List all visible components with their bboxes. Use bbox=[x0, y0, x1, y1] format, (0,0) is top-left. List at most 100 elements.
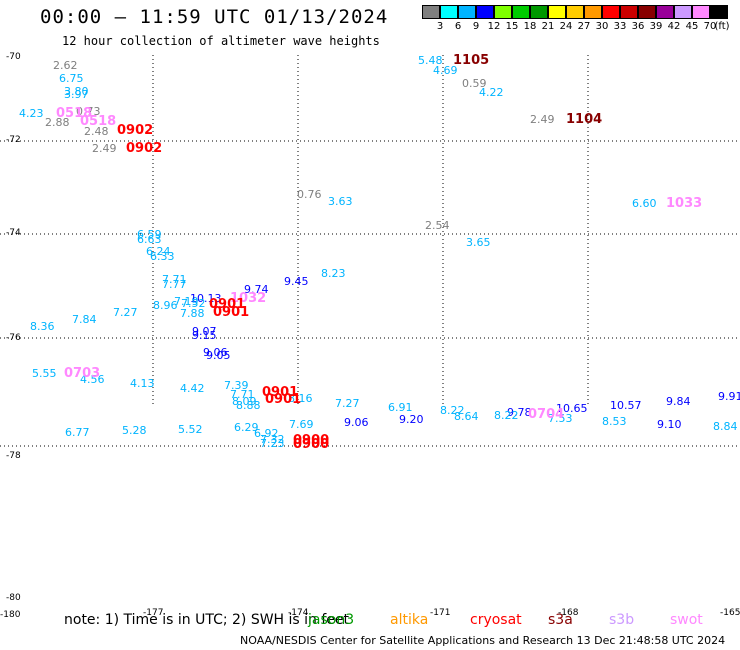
legend-label: 30 bbox=[595, 21, 609, 32]
satellite-pass-time-tag: 1104 bbox=[566, 112, 603, 127]
satellite-pass-time-tag: 0901 bbox=[265, 392, 302, 407]
legend-swatch bbox=[710, 5, 728, 19]
mission-label-cryosat: cryosat bbox=[470, 612, 522, 628]
wave-height-reading: 2.48 bbox=[84, 125, 109, 138]
latitude-label: -78 bbox=[6, 451, 21, 461]
legend-swatch bbox=[638, 5, 656, 19]
wave-height-reading: 9.06 bbox=[203, 346, 228, 359]
legend-swatch bbox=[548, 5, 566, 19]
wave-height-reading: 7.32 bbox=[260, 433, 285, 446]
satellite-pass-time-tag: 0900 bbox=[293, 433, 330, 448]
wave-height-reading: 9.20 bbox=[399, 413, 424, 426]
legend-label: 18 bbox=[523, 21, 537, 32]
legend-label: 42 bbox=[667, 21, 681, 32]
wave-height-reading: 7.77 bbox=[162, 278, 187, 291]
wave-height-reading: 6.75 bbox=[59, 72, 84, 85]
wave-height-reading: 9.10 bbox=[657, 418, 682, 431]
satellite-pass-time-tag: 1033 bbox=[666, 196, 703, 211]
legend-label: 39 bbox=[649, 21, 663, 32]
chart-title: 00:00 – 11:59 UTC 01/13/2024 bbox=[40, 6, 389, 28]
legend-swatch bbox=[674, 5, 692, 19]
wave-height-reading: 6.63 bbox=[137, 233, 162, 246]
longitude-label: -171 bbox=[430, 608, 451, 618]
legend-swatches bbox=[422, 5, 728, 19]
wave-height-reading: 2.62 bbox=[53, 59, 78, 72]
legend-label: 3 bbox=[436, 21, 444, 32]
wave-height-reading: 6.33 bbox=[150, 250, 175, 263]
wave-height-reading: 10.65 bbox=[556, 402, 588, 415]
legend-swatch bbox=[602, 5, 620, 19]
legend-label: 15 bbox=[505, 21, 519, 32]
wave-height-reading: 8.84 bbox=[713, 420, 738, 433]
wave-height-reading: 3.97 bbox=[64, 88, 89, 101]
wave-height-reading: 7.19 bbox=[174, 295, 199, 308]
wave-height-reading: 9.84 bbox=[666, 395, 691, 408]
mission-label-jason3: jason3 bbox=[308, 612, 355, 628]
wave-height-reading: 7.71 bbox=[230, 388, 255, 401]
wave-height-reading: 9.06 bbox=[344, 416, 369, 429]
wave-height-reading: 8.16 bbox=[288, 392, 313, 405]
satellite-pass-time-tag: 0902 bbox=[117, 123, 154, 138]
wave-height-reading: 7.71 bbox=[162, 273, 187, 286]
legend-label: 27 bbox=[577, 21, 591, 32]
satellite-pass-time-tag: 0518 bbox=[56, 106, 93, 121]
longitude-label: -177 bbox=[143, 608, 164, 618]
legend-swatch bbox=[530, 5, 548, 19]
legend-label: 24 bbox=[559, 21, 573, 32]
latitude-label: -72 bbox=[6, 135, 21, 145]
legend-label: 70 bbox=[703, 21, 717, 32]
legend-swatch bbox=[692, 5, 710, 19]
satellite-pass-time-tag: 1105 bbox=[453, 53, 490, 68]
wave-height-reading: 2.49 bbox=[530, 113, 555, 126]
legend-swatch bbox=[476, 5, 494, 19]
chart-subtitle: 12 hour collection of altimeter wave hei… bbox=[62, 34, 380, 48]
legend-label: 45 bbox=[685, 21, 699, 32]
wave-height-reading: 7.52 bbox=[181, 297, 206, 310]
wave-height-reading: 5.28 bbox=[122, 424, 147, 437]
legend-swatch bbox=[458, 5, 476, 19]
latitude-label: -80 bbox=[6, 593, 21, 603]
wave-height-reading: 7.23 bbox=[260, 437, 285, 450]
wave-height-reading: 9.91 bbox=[718, 390, 740, 403]
wave-height-reading: 5.55 bbox=[32, 367, 57, 380]
wave-height-reading: 0.73 bbox=[76, 105, 101, 118]
wave-height-reading: 3.63 bbox=[328, 195, 353, 208]
legend-label: 6 bbox=[454, 21, 462, 32]
latitude-label: -76 bbox=[6, 333, 21, 343]
wave-height-reading: 7.53 bbox=[548, 412, 573, 425]
wave-height-reading: 9.15 bbox=[192, 329, 217, 342]
wave-height-reading: 4.42 bbox=[180, 382, 205, 395]
color-legend: 3 6 9 12 15 18 21 24 27 30 33 36 39 42 45 70 (ft) bbox=[422, 5, 730, 32]
wave-height-reading: 8.23 bbox=[321, 267, 346, 280]
wave-height-reading: 6.59 bbox=[137, 228, 162, 241]
wave-height-reading: 4.13 bbox=[130, 377, 155, 390]
wave-height-reading: 9.07 bbox=[192, 325, 217, 338]
longitude-label: -174 bbox=[288, 608, 309, 618]
latitude-label: -74 bbox=[6, 228, 21, 238]
longitude-label: -180 bbox=[0, 610, 21, 620]
footer-credit: NOAA/NESDIS Center for Satellite Applica… bbox=[240, 634, 726, 647]
wave-height-reading: 8.64 bbox=[454, 410, 479, 423]
longitude-label: -165 bbox=[720, 608, 740, 618]
satellite-pass-time-tag: 0900 bbox=[293, 437, 330, 452]
mission-label-altika: altika bbox=[390, 612, 429, 628]
wave-height-reading: 8.22 bbox=[494, 409, 519, 422]
wave-height-reading: 4.22 bbox=[479, 86, 504, 99]
legend-label: 12 bbox=[487, 21, 501, 32]
wave-height-reading: 7.27 bbox=[113, 306, 138, 319]
legend-swatch bbox=[620, 5, 638, 19]
wave-height-reading: 6.29 bbox=[234, 421, 259, 434]
wave-height-reading: 7.69 bbox=[289, 418, 314, 431]
wave-height-reading: 6.91 bbox=[388, 401, 413, 414]
wave-height-reading: 8.53 bbox=[602, 415, 627, 428]
wave-height-reading: 7.84 bbox=[72, 313, 97, 326]
wave-height-reading: 8.09 bbox=[232, 395, 257, 408]
footer-note: note: 1) Time is in UTC; 2) SWH is in fe… bbox=[64, 612, 350, 628]
legend-labels: 3 6 9 12 15 18 21 24 27 30 33 36 39 42 45 70 (ft) bbox=[422, 21, 740, 35]
mission-label-s3b: s3b bbox=[609, 612, 635, 628]
legend-swatch bbox=[494, 5, 512, 19]
legend-label: (ft) bbox=[714, 21, 730, 32]
wave-height-reading: 4.69 bbox=[433, 64, 458, 77]
wave-height-reading: 9.78 bbox=[507, 406, 532, 419]
wave-height-reading: 7.39 bbox=[224, 379, 249, 392]
